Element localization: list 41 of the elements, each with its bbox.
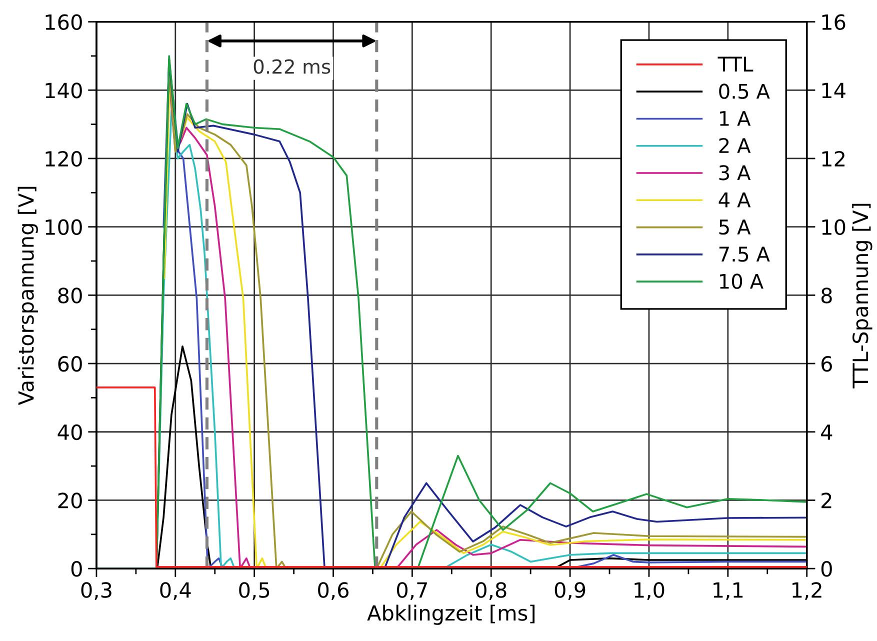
legend-label: 5 A <box>719 220 751 235</box>
y2-tick-label: 14 <box>822 82 846 98</box>
y2-tick-label: 2 <box>822 492 832 508</box>
x-axis-title: Abklingzeit [ms] <box>367 604 535 625</box>
x-tick-label: 0,4 <box>160 582 191 600</box>
x-tick-label: 0,7 <box>397 582 427 600</box>
x-tick-label: 1,2 <box>792 582 822 600</box>
x-tick-label: 0,6 <box>318 582 349 600</box>
y2-axis-title: TTL-Spannung [V] <box>852 204 872 388</box>
x-tick-label: 0,8 <box>476 582 506 600</box>
y-tick-label: 120 <box>46 150 82 167</box>
y-tick-label: 60 <box>58 356 82 372</box>
y-tick-label: 80 <box>58 288 82 304</box>
x-tick-label: 1,1 <box>714 582 743 600</box>
legend-label: 2 A <box>719 138 751 153</box>
y-tick-label: 100 <box>46 219 82 236</box>
annotation: 0.22 ms <box>254 59 330 74</box>
x-tick-label: 1,0 <box>634 582 664 600</box>
legend-label: 0.5 A <box>719 84 770 99</box>
y-axis-title: Varistorspannung [V] <box>18 186 38 406</box>
legend-label: 7.5 A <box>719 246 770 262</box>
y2-tick-label: 10 <box>822 219 846 236</box>
x-tick-label: 0,9 <box>554 582 586 600</box>
legend-label: 4 A <box>718 192 751 208</box>
y2-tick-label: 6 <box>821 356 832 372</box>
y-tick-label: 40 <box>58 424 82 440</box>
y-tick-label: 20 <box>58 492 82 508</box>
x-tick-label: 0,5 <box>239 582 270 600</box>
legend-label: TTL <box>718 56 754 72</box>
y2-tick-label: 4 <box>821 424 832 440</box>
legend-label: 1 A <box>720 111 751 126</box>
y2-tick-label: 0 <box>821 561 832 577</box>
y2-tick-label: 12 <box>822 150 844 166</box>
y-tick-label: 160 <box>46 14 82 30</box>
y-tick-label: 140 <box>46 82 82 98</box>
legend-label: 3 A <box>719 165 751 180</box>
y-tick-label: 0 <box>71 561 82 577</box>
x-tick-label: 0,3 <box>81 582 112 600</box>
y2-tick-label: 8 <box>821 288 832 304</box>
y2-tick-label: 16 <box>822 14 846 30</box>
legend-label: 10 A <box>720 274 764 289</box>
